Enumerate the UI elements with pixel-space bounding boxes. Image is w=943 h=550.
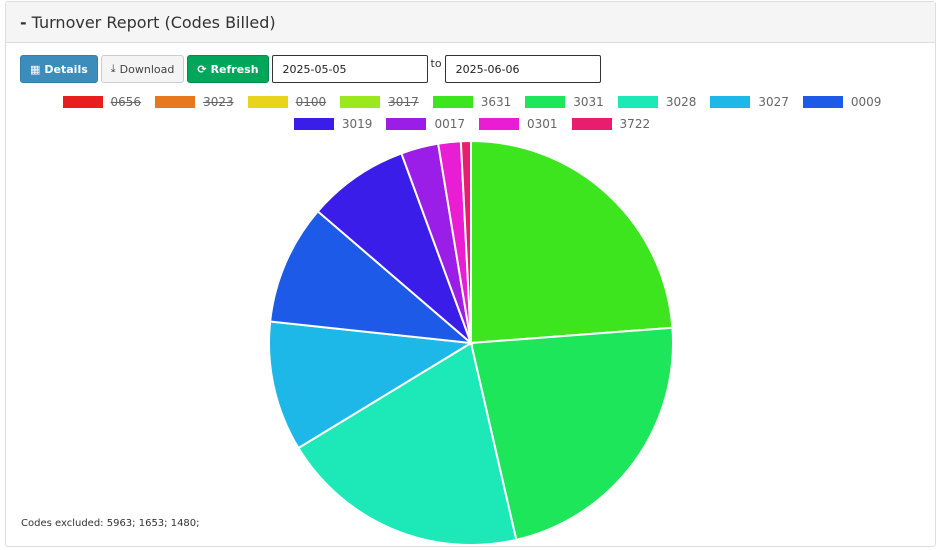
pie-slice <box>269 209 475 345</box>
legend-label: 0017 <box>434 117 465 131</box>
legend-swatch <box>571 118 612 130</box>
legend-swatch <box>710 96 751 108</box>
collapse-toggle[interactable]: - <box>20 12 27 32</box>
legend-swatch <box>617 96 658 108</box>
legend-label: 3017 <box>388 95 419 109</box>
legend-swatch <box>247 96 288 108</box>
legend-label: 3031 <box>573 95 604 109</box>
legend-item[interactable]: 0009 <box>802 94 888 110</box>
legend-item[interactable]: 3027 <box>710 94 795 110</box>
legend-swatch <box>479 118 519 130</box>
legend-label: 0656 <box>110 95 142 109</box>
download-button[interactable]: ⤓ Download <box>100 55 185 83</box>
legend-label: 3027 <box>758 95 789 109</box>
legend-item[interactable]: 0301 <box>479 116 564 132</box>
footer-note: Codes excluded: 5963; 1653; 1480; <box>21 518 200 529</box>
legend-item[interactable]: 0100 <box>247 94 333 110</box>
legend-item[interactable]: 0656 <box>62 94 148 110</box>
legend-swatch <box>386 118 427 130</box>
button-label: Details <box>44 62 88 76</box>
legend-label: 3631 <box>480 95 512 109</box>
legend-swatch <box>155 96 196 108</box>
pie-slice <box>316 152 474 347</box>
button-label: Refresh <box>210 62 259 76</box>
pie-slice <box>459 139 472 344</box>
legend-item[interactable]: 3028 <box>617 94 703 110</box>
legend-label: 3023 <box>203 95 234 109</box>
legend-label: 3019 <box>341 117 373 131</box>
legend-label: 3028 <box>665 95 697 109</box>
pie-slice <box>469 326 674 542</box>
legend-item[interactable]: 3031 <box>525 94 610 110</box>
details-button[interactable]: ▦ Details <box>20 55 98 83</box>
legend-label: 0301 <box>527 117 558 131</box>
date-from[interactable]: 2025-05-05 <box>271 55 428 83</box>
panel-header: - Turnover Report (Codes Billed) <box>6 2 935 43</box>
separator: to <box>430 57 442 70</box>
legend-swatch <box>293 118 334 130</box>
pie-slice <box>470 139 674 345</box>
toolbar: ▦ Details ⤓ Download ⟳ Refresh 2025-05-05 t… <box>20 55 601 83</box>
button-label: Download <box>119 62 175 76</box>
refresh-button[interactable]: ⟳ Refresh <box>187 55 269 83</box>
legend-swatch <box>802 96 843 108</box>
legend-item[interactable]: 3631 <box>432 94 518 110</box>
legend-swatch <box>525 96 566 108</box>
legend-item[interactable]: 3722 <box>571 116 657 132</box>
legend-swatch <box>432 96 473 108</box>
legend-swatch <box>340 96 381 108</box>
legend-label: 0100 <box>295 95 327 109</box>
legend-item[interactable]: 3017 <box>340 94 425 110</box>
legend-item[interactable]: 3019 <box>293 116 379 132</box>
panel-title: Turnover Report (Codes Billed) <box>31 12 276 32</box>
date-to[interactable]: 2025-06-06 <box>444 55 601 83</box>
legend-label: 3722 <box>619 117 651 131</box>
panel: - Turnover Report (Codes Billed) <box>5 1 936 547</box>
legend-item[interactable]: 0017 <box>386 116 471 132</box>
pie-slice <box>268 320 475 450</box>
legend: 0656 3023 0100 3017 3631 3031 3028 3027 0009 3019… <box>50 94 900 132</box>
pie-slice <box>297 341 518 546</box>
legend-swatch <box>62 96 103 108</box>
legend-item[interactable]: 3023 <box>155 94 240 110</box>
legend-label: 0009 <box>850 95 882 109</box>
